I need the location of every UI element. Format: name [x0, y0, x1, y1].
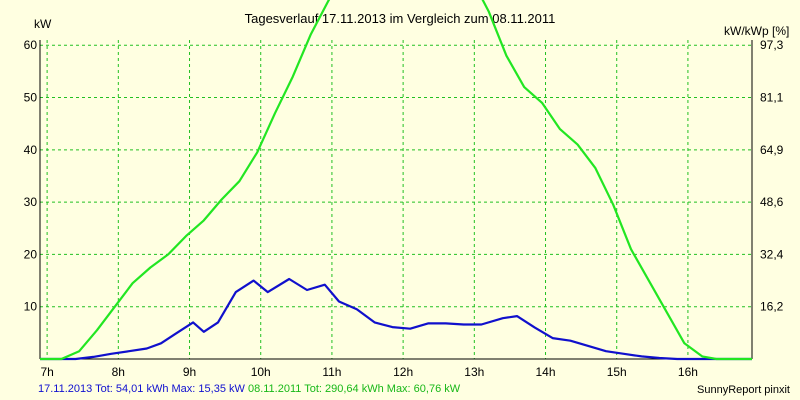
series-line-2 [40, 0, 752, 361]
y-tick-label-left: 20 [24, 247, 38, 261]
y-tick-label-left: 40 [24, 143, 38, 157]
x-tick-label: 12h [393, 365, 413, 379]
tick-labels: 7h 8h 9h 10h 11h 12h 13h 14h 15h 16h 10 20 30 40 50 60 1… [24, 38, 784, 379]
x-tick-label: 7h [40, 365, 53, 379]
x-tick-label: 16h [678, 365, 698, 379]
x-tick-label: 13h [464, 365, 484, 379]
footer-summary: 17.11.2013 Tot: 54,01 kWh Max: 15,35 kW … [38, 382, 460, 396]
y-tick-label-left: 60 [24, 38, 38, 52]
series1-summary: 17.11.2013 Tot: 54,01 kWh Max: 15,35 kW [38, 383, 245, 395]
x-tick-label: 14h [536, 365, 556, 379]
y-tick-label-right: 64,9 [760, 143, 784, 157]
x-tick-label: 8h [112, 365, 125, 379]
x-tick-label: 9h [183, 365, 196, 379]
chart-title: Tagesverlauf 17.11.2013 im Vergleich zum… [245, 11, 556, 26]
credit-text: SunnyReport pinxit [697, 384, 790, 396]
grid [40, 40, 752, 359]
y-axis-label-right: kW/kWp [%] [724, 24, 789, 38]
series-line-1 [40, 277, 752, 361]
y-axis-label-left: kW [34, 17, 52, 31]
x-tick-label: 11h [322, 365, 341, 379]
y-tick-label-right: 81,1 [760, 91, 784, 105]
y-tick-label-left: 30 [24, 195, 38, 209]
x-tick-label: 15h [607, 365, 627, 379]
y-tick-label-right: 16,2 [760, 300, 784, 314]
y-tick-label-left: 10 [24, 300, 38, 314]
y-tick-label-right: 97,3 [760, 38, 784, 52]
y-tick-label-right: 32,4 [760, 247, 784, 261]
series2-summary: 08.11.2011 Tot: 290,64 kWh Max: 60,76 kW [247, 383, 461, 395]
series-layer [40, 0, 752, 361]
y-tick-label-left: 50 [24, 91, 38, 105]
axes [39, 40, 753, 360]
x-tick-label: 10h [251, 365, 271, 379]
y-tick-label-right: 48,6 [760, 195, 784, 209]
